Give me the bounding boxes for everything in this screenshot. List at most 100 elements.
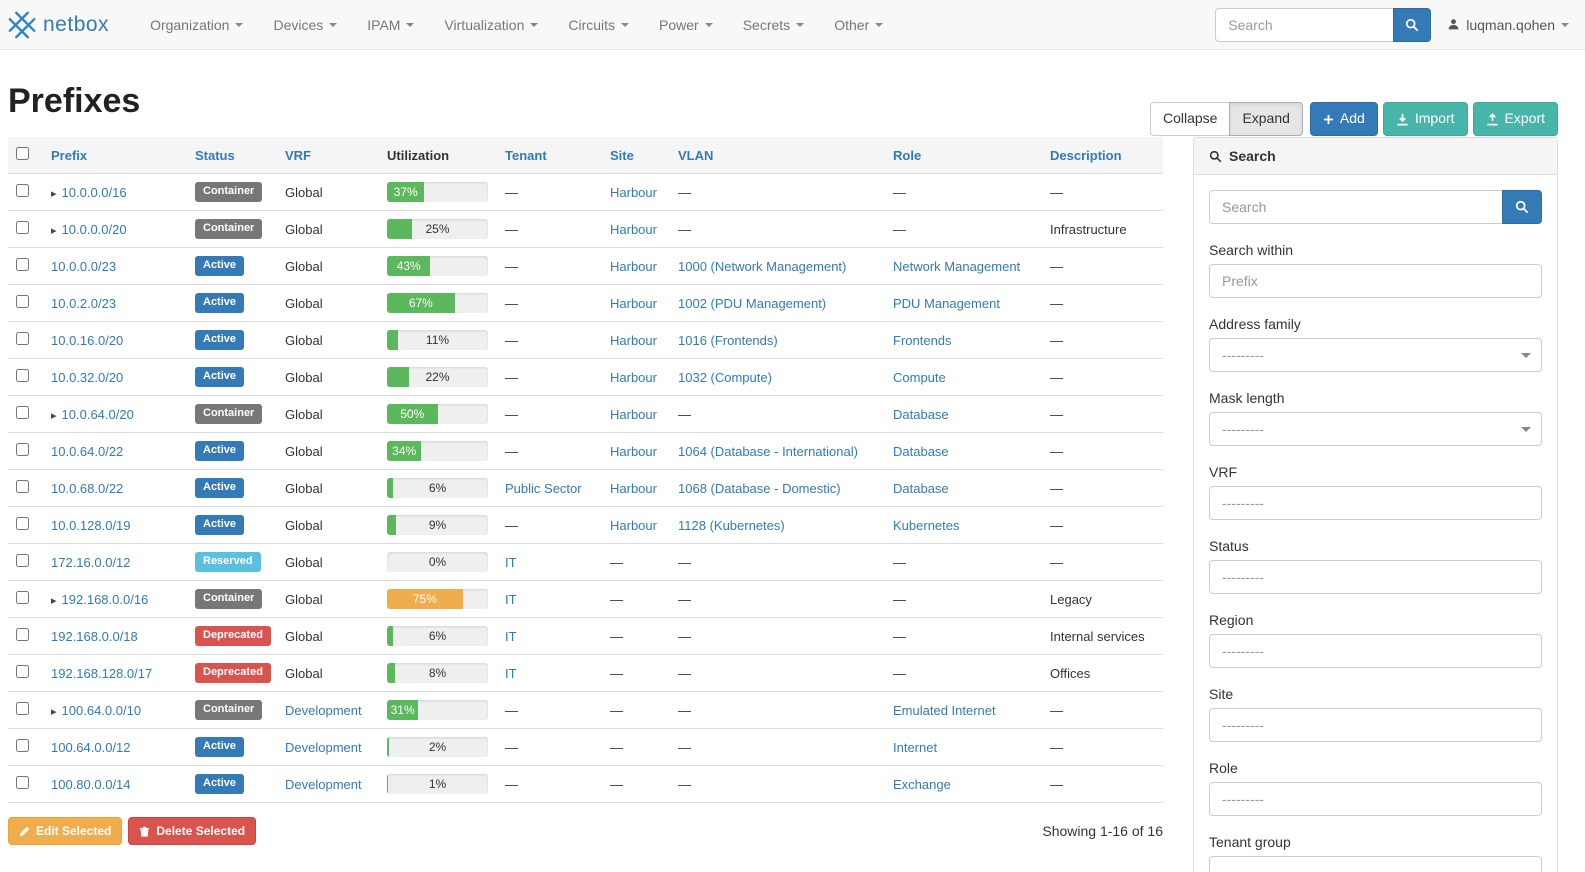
row-checkbox[interactable] xyxy=(16,665,29,678)
row-checkbox[interactable] xyxy=(16,591,29,604)
user-menu[interactable]: luqman.qohen xyxy=(1447,17,1573,33)
tenant-link[interactable]: IT xyxy=(505,554,517,570)
nav-item-power[interactable]: Power xyxy=(644,0,728,49)
filter-tenant-group-input[interactable] xyxy=(1209,856,1542,872)
site-link[interactable]: Harbour xyxy=(610,406,657,422)
vlan-link[interactable]: 1000 (Network Management) xyxy=(678,258,847,274)
prefix-link[interactable]: 10.0.0.0/16 xyxy=(61,184,127,200)
filter-site-input[interactable] xyxy=(1209,708,1542,742)
nav-item-other[interactable]: Other xyxy=(819,0,898,49)
site-link[interactable]: Harbour xyxy=(610,369,657,385)
vlan-link[interactable]: 1002 (PDU Management) xyxy=(678,295,827,311)
prefix-link[interactable]: 10.0.16.0/20 xyxy=(51,332,124,348)
column-header-vlan[interactable]: VLAN xyxy=(670,137,885,174)
row-checkbox[interactable] xyxy=(16,221,29,234)
prefix-link[interactable]: 10.0.0.0/23 xyxy=(51,258,117,274)
expand-caret-icon[interactable]: ▸ xyxy=(51,187,57,200)
filter-status-input[interactable] xyxy=(1209,560,1542,594)
vlan-link[interactable]: 1068 (Database - Domestic) xyxy=(678,480,841,496)
row-checkbox[interactable] xyxy=(16,369,29,382)
column-header-tenant[interactable]: Tenant xyxy=(497,137,602,174)
row-checkbox[interactable] xyxy=(16,406,29,419)
row-checkbox[interactable] xyxy=(16,517,29,530)
role-link[interactable]: Emulated Internet xyxy=(893,702,996,718)
nav-item-circuits[interactable]: Circuits xyxy=(553,0,644,49)
filter-vrf-input[interactable] xyxy=(1209,486,1542,520)
role-link[interactable]: Internet xyxy=(893,739,938,755)
column-header-prefix[interactable]: Prefix xyxy=(43,137,187,174)
role-link[interactable]: Database xyxy=(893,443,949,459)
expand-caret-icon[interactable]: ▸ xyxy=(51,409,57,422)
row-checkbox[interactable] xyxy=(16,554,29,567)
prefix-link[interactable]: 100.64.0.0/12 xyxy=(51,739,131,755)
add-button[interactable]: Add xyxy=(1309,102,1378,136)
site-link[interactable]: Harbour xyxy=(610,443,657,459)
vrf-link[interactable]: Development xyxy=(285,702,362,718)
prefix-link[interactable]: 10.0.128.0/19 xyxy=(51,517,131,533)
column-header-vrf[interactable]: VRF xyxy=(277,137,379,174)
import-button[interactable]: Import xyxy=(1382,102,1468,136)
site-link[interactable]: Harbour xyxy=(610,184,657,200)
delete-selected-button[interactable]: Delete Selected xyxy=(128,817,257,845)
role-link[interactable]: Database xyxy=(893,406,949,422)
vrf-link[interactable]: Development xyxy=(285,739,362,755)
row-checkbox[interactable] xyxy=(16,702,29,715)
nav-item-ipam[interactable]: IPAM xyxy=(352,0,429,49)
role-link[interactable]: Frontends xyxy=(893,332,952,348)
edit-selected-button[interactable]: Edit Selected xyxy=(8,817,123,845)
collapse-button[interactable]: Collapse xyxy=(1149,102,1231,136)
select-all-checkbox[interactable] xyxy=(16,147,29,160)
column-header-site[interactable]: Site xyxy=(602,137,670,174)
tenant-link[interactable]: Public Sector xyxy=(505,480,582,496)
vlan-link[interactable]: 1016 (Frontends) xyxy=(678,332,778,348)
role-link[interactable]: Compute xyxy=(893,369,946,385)
vlan-link[interactable]: 1064 (Database - International) xyxy=(678,443,858,459)
tenant-link[interactable]: IT xyxy=(505,628,517,644)
site-link[interactable]: Harbour xyxy=(610,295,657,311)
site-link[interactable]: Harbour xyxy=(610,332,657,348)
prefix-link[interactable]: 10.0.32.0/20 xyxy=(51,369,124,385)
nav-item-virtualization[interactable]: Virtualization xyxy=(429,0,553,49)
site-link[interactable]: Harbour xyxy=(610,221,657,237)
nav-item-secrets[interactable]: Secrets xyxy=(728,0,819,49)
row-checkbox[interactable] xyxy=(16,332,29,345)
role-link[interactable]: Exchange xyxy=(893,776,951,792)
row-checkbox[interactable] xyxy=(16,739,29,752)
column-header-status[interactable]: Status xyxy=(187,137,277,174)
row-checkbox[interactable] xyxy=(16,628,29,641)
prefix-link[interactable]: 100.64.0.0/10 xyxy=(61,702,142,718)
expand-button[interactable]: Expand xyxy=(1229,102,1303,136)
role-link[interactable]: Database xyxy=(893,480,949,496)
nav-item-devices[interactable]: Devices xyxy=(258,0,352,49)
prefix-link[interactable]: 100.80.0.0/14 xyxy=(51,776,131,792)
row-checkbox[interactable] xyxy=(16,295,29,308)
filter-search-input[interactable] xyxy=(1209,190,1502,224)
prefix-link[interactable]: 192.168.0.0/16 xyxy=(61,591,149,607)
role-link[interactable]: PDU Management xyxy=(893,295,1000,311)
site-link[interactable]: Harbour xyxy=(610,517,657,533)
export-button[interactable]: Export xyxy=(1472,102,1558,136)
prefix-link[interactable]: 172.16.0.0/12 xyxy=(51,554,131,570)
vlan-link[interactable]: 1032 (Compute) xyxy=(678,369,772,385)
expand-caret-icon[interactable]: ▸ xyxy=(51,705,57,718)
role-link[interactable]: Kubernetes xyxy=(893,517,960,533)
filter-search-within-input[interactable] xyxy=(1209,264,1542,298)
prefix-link[interactable]: 10.0.68.0/22 xyxy=(51,480,124,496)
nav-item-organization[interactable]: Organization xyxy=(135,0,258,49)
prefix-link[interactable]: 192.168.128.0/17 xyxy=(51,665,153,681)
prefix-link[interactable]: 192.168.0.0/18 xyxy=(51,628,138,644)
row-checkbox[interactable] xyxy=(16,258,29,271)
tenant-link[interactable]: IT xyxy=(505,665,517,681)
global-search-button[interactable] xyxy=(1393,7,1432,42)
filter-role-input[interactable] xyxy=(1209,782,1542,816)
row-checkbox[interactable] xyxy=(16,184,29,197)
filter-region-input[interactable] xyxy=(1209,634,1542,668)
global-search-input[interactable] xyxy=(1215,7,1394,42)
row-checkbox[interactable] xyxy=(16,776,29,789)
filter-search-button[interactable] xyxy=(1502,190,1542,224)
netbox-brand[interactable]: netbox xyxy=(8,11,109,39)
column-header-role[interactable]: Role xyxy=(885,137,1042,174)
expand-caret-icon[interactable]: ▸ xyxy=(51,594,57,607)
site-link[interactable]: Harbour xyxy=(610,258,657,274)
row-checkbox[interactable] xyxy=(16,443,29,456)
